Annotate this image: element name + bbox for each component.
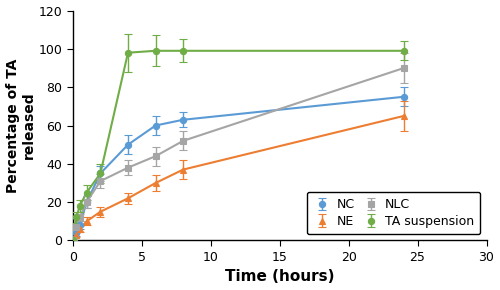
Legend: NC, NE, NLC, TA suspension: NC, NE, NLC, TA suspension xyxy=(307,192,480,234)
X-axis label: Time (hours): Time (hours) xyxy=(225,269,334,284)
Y-axis label: Percentage of TA
released: Percentage of TA released xyxy=(6,58,36,193)
